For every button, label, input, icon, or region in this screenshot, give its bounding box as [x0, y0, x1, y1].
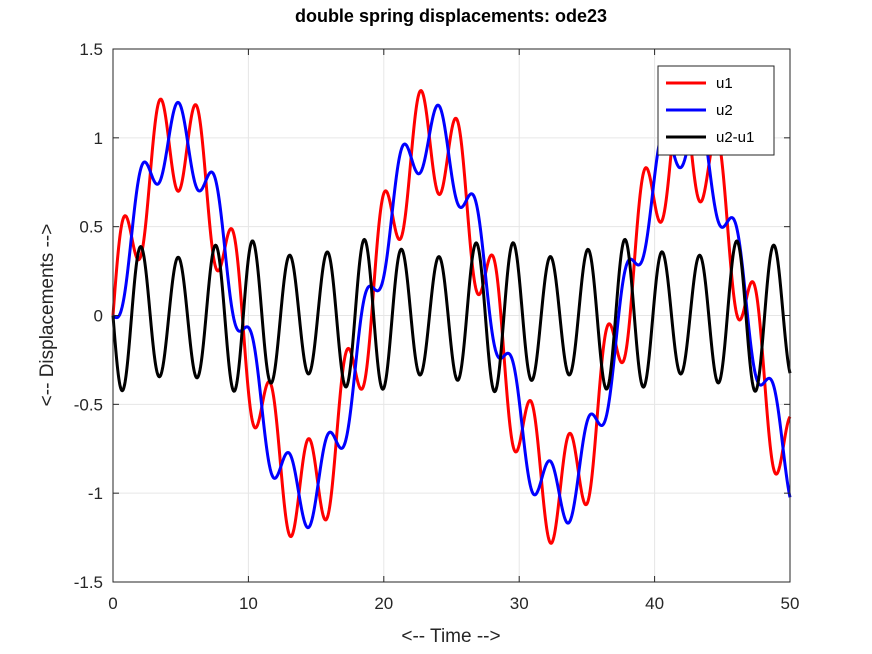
x-tick-label: 0 — [108, 594, 117, 613]
x-tick-label: 30 — [510, 594, 529, 613]
y-axis: -1.5 -1 -0.5 0 0.5 1 1.5 — [74, 40, 790, 592]
chart-title: double spring displacements: ode23 — [295, 6, 607, 26]
y-tick-label: -1 — [88, 484, 103, 503]
legend-label-u2: u2 — [716, 102, 733, 119]
y-axis-label: <-- Displacements --> — [37, 224, 58, 407]
series-line-u2 — [111, 100, 792, 530]
y-tick-label: -1.5 — [74, 573, 103, 592]
y-tick-label: -0.5 — [74, 395, 103, 414]
x-tick-label: 40 — [645, 594, 664, 613]
legend: u1 u2 u2-u1 — [657, 65, 775, 156]
series-line-u2-u1 — [111, 237, 792, 394]
x-tick-label: 10 — [239, 594, 258, 613]
y-tick-label: 0.5 — [79, 218, 103, 237]
x-axis: 0 10 20 30 40 50 — [108, 49, 799, 613]
y-tick-label: 0 — [94, 307, 103, 326]
legend-label-u2-u1: u2-u1 — [716, 129, 754, 146]
x-tick-label: 50 — [781, 594, 800, 613]
y-tick-label: 1 — [94, 129, 103, 148]
x-axis-label: <-- Time --> — [401, 626, 500, 647]
legend-label-u1: u1 — [716, 75, 733, 92]
x-tick-label: 20 — [374, 594, 393, 613]
y-tick-label: 1.5 — [79, 40, 103, 59]
